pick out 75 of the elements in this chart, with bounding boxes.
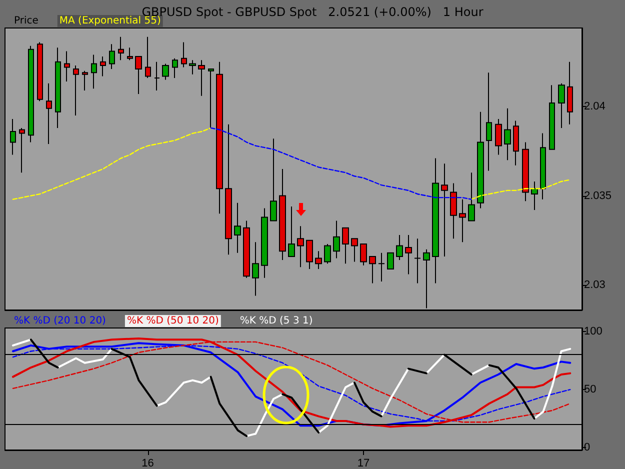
candlestick xyxy=(208,68,214,128)
candlestick xyxy=(450,182,457,240)
candlestick xyxy=(135,56,142,95)
candlestick xyxy=(37,42,43,102)
candlestick xyxy=(189,60,196,75)
candlestick xyxy=(504,108,511,161)
candlestick xyxy=(432,158,439,284)
candlestick xyxy=(306,240,313,270)
candlestick xyxy=(495,118,502,156)
candlestick xyxy=(342,227,349,264)
candlestick xyxy=(109,44,115,70)
candlestick xyxy=(225,124,232,256)
candlestick xyxy=(55,47,61,128)
text: %K %D (5 3 1) xyxy=(240,316,313,326)
candlestick xyxy=(513,120,519,166)
candlestick xyxy=(216,61,223,214)
candlestick xyxy=(378,252,385,282)
candlestick xyxy=(333,220,340,259)
candlestick xyxy=(127,47,133,61)
candlestick xyxy=(82,70,88,91)
candlestick xyxy=(19,127,25,174)
candlestick xyxy=(459,198,466,243)
candlestick xyxy=(261,208,268,278)
candlestick xyxy=(73,64,79,116)
x-tick-label: 17 xyxy=(357,458,370,469)
candlestick xyxy=(181,42,187,68)
candlestick xyxy=(162,63,169,80)
candlestick xyxy=(549,84,555,150)
candlestick xyxy=(477,111,484,209)
candlestick xyxy=(522,142,529,202)
candlestick xyxy=(567,61,573,125)
x-tick-label: 16 xyxy=(142,458,154,469)
candlestick xyxy=(441,163,448,257)
candlestick xyxy=(351,238,358,262)
candlestick xyxy=(387,252,394,270)
candlestick xyxy=(558,82,565,128)
candlestick xyxy=(154,61,160,91)
candlestick xyxy=(91,54,97,90)
candlestick xyxy=(252,242,259,296)
y-tick-label: 100 xyxy=(584,325,602,338)
text: %K %D (20 10 20) xyxy=(14,316,106,326)
candlestick xyxy=(315,250,322,270)
candlestick xyxy=(297,226,304,268)
candlestick xyxy=(540,132,546,200)
candlestick xyxy=(468,172,475,222)
series-label: Price xyxy=(14,16,38,26)
candlestick xyxy=(405,234,412,275)
y-tick-label: 2.03 xyxy=(584,279,606,292)
candlestick xyxy=(28,45,34,143)
candlestick xyxy=(324,243,331,264)
candlestick xyxy=(270,138,277,222)
candlestick xyxy=(118,36,124,61)
candlestick xyxy=(369,256,376,284)
text: MA (Exponential 55) xyxy=(59,16,161,26)
candlestick xyxy=(288,206,295,257)
candlestick xyxy=(64,50,70,82)
candlestick xyxy=(172,58,178,78)
candlestick xyxy=(10,118,16,156)
candlestick xyxy=(145,36,151,78)
candlestick xyxy=(360,243,367,266)
candlestick xyxy=(396,234,403,261)
candlestick xyxy=(198,60,205,96)
candlestick xyxy=(234,202,241,254)
candlestick xyxy=(279,168,286,261)
y-tick-label: 2.035 xyxy=(584,190,612,202)
y-tick-label: 2.04 xyxy=(584,100,606,113)
candlestick xyxy=(243,220,250,278)
y-tick-label: 50 xyxy=(584,384,596,396)
candlestick xyxy=(531,180,538,211)
line-series xyxy=(210,127,472,200)
series-label: %K %D (50 10 20) xyxy=(126,316,220,326)
candlestick xyxy=(100,56,106,77)
candlestick xyxy=(46,82,52,145)
candlestick xyxy=(486,72,492,172)
candlestick xyxy=(414,238,421,284)
